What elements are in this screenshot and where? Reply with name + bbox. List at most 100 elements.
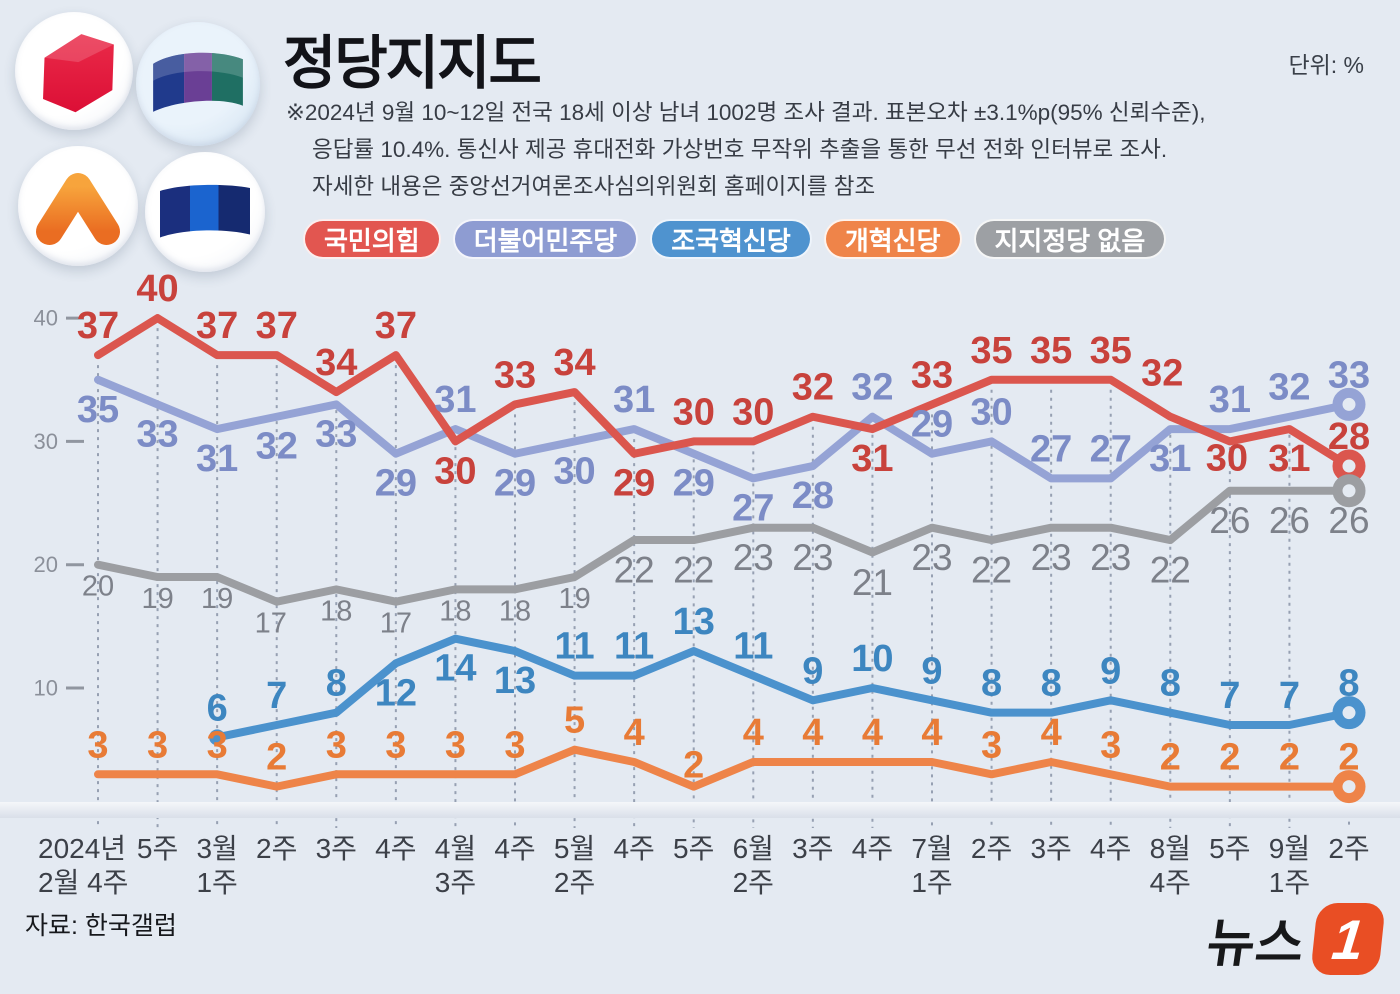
value-label-none-8: 19 (558, 583, 590, 615)
value-label-dp-16: 27 (1030, 428, 1072, 470)
value-label-reform-20: 2 (1279, 737, 1300, 779)
value-label-none-7: 18 (499, 595, 531, 627)
series-end-marker-none (1332, 474, 1366, 508)
ppp-cube-logo (15, 12, 133, 130)
survey-note: ※2024년 9월 10~12일 전국 18세 이상 남녀 1002명 조사 결… (286, 94, 1205, 205)
value-label-none-5: 17 (380, 608, 412, 640)
value-label-ppp-5: 37 (375, 305, 417, 347)
value-label-reform-14: 4 (921, 712, 942, 754)
value-label-ppp-21: 28 (1328, 416, 1370, 458)
note-line-2: 응답률 10.4%. 통신사 제공 휴대전화 가상번호 무작위 추출을 통한 무… (312, 137, 1168, 162)
value-label-rkp-12: 9 (802, 650, 823, 692)
value-label-rkp-2: 6 (207, 687, 228, 729)
series-line-reform (94, 745, 1353, 791)
value-label-reform-5: 3 (385, 724, 406, 766)
x-label-13: 4주 (851, 833, 894, 864)
value-label-dp-13: 32 (851, 367, 893, 409)
blue-flag-icon (160, 184, 250, 238)
x-label-4: 3주 (315, 833, 357, 864)
y-tick-label-10: 10 (34, 676, 58, 701)
value-label-rkp-20: 7 (1279, 675, 1300, 717)
value-label-rkp-14: 9 (921, 650, 942, 692)
y-tick-label-20: 20 (34, 552, 58, 577)
value-label-reform-4: 3 (326, 724, 347, 766)
series-line-ppp (94, 314, 1353, 471)
x-label-5: 4주 (375, 833, 417, 864)
democratic-party-flag-logo (145, 152, 265, 272)
value-label-ppp-6: 30 (434, 450, 476, 492)
value-label-none-17: 23 (1090, 537, 1131, 578)
value-label-ppp-17: 35 (1090, 330, 1132, 372)
legend-badge-4: 지지정당 없음 (973, 219, 1167, 259)
value-label-ppp-16: 35 (1030, 330, 1072, 372)
value-label-rkp-11: 11 (733, 626, 773, 668)
value-label-none-18: 22 (1150, 550, 1191, 591)
value-label-reform-21: 2 (1338, 737, 1359, 779)
value-label-dp-6: 31 (434, 379, 476, 421)
value-label-dp-12: 28 (792, 475, 834, 517)
value-label-ppp-7: 33 (494, 354, 536, 396)
value-label-reform-11: 4 (743, 712, 764, 754)
value-label-rkp-10: 13 (673, 601, 715, 643)
note-line-1: ※2024년 9월 10~12일 전국 18세 이상 남녀 1002명 조사 결… (286, 100, 1206, 125)
value-label-rkp-4: 8 (326, 663, 347, 705)
value-label-dp-15: 30 (970, 391, 1012, 433)
value-label-dp-5: 29 (375, 463, 417, 505)
news1-logo: 뉴스 1 (1203, 901, 1386, 976)
value-label-ppp-12: 32 (792, 367, 834, 409)
value-label-none-11: 23 (733, 537, 774, 578)
x-label-9: 4주 (613, 833, 655, 864)
value-label-ppp-3: 37 (256, 305, 298, 347)
value-label-reform-19: 2 (1219, 737, 1240, 779)
legend-badge-0: 국민의힘 (303, 219, 441, 259)
value-label-ppp-9: 29 (613, 463, 655, 505)
red-cube-icon (43, 34, 114, 113)
value-label-rkp-13: 10 (851, 638, 893, 680)
value-label-reform-13: 4 (862, 712, 883, 754)
value-label-rkp-8: 11 (554, 626, 594, 668)
x-label-20: 9월 1주 (1268, 833, 1311, 898)
value-label-reform-17: 3 (1100, 724, 1121, 766)
value-label-none-20: 26 (1269, 500, 1310, 541)
x-label-6: 4월 3주 (434, 833, 477, 898)
value-label-reform-10: 2 (683, 745, 704, 787)
value-label-dp-3: 32 (256, 426, 298, 468)
legend: 국민의힘 더불어민주당 조국혁신당 개혁신당 지지정당 없음 (303, 219, 1167, 259)
x-label-12: 3주 (792, 833, 834, 864)
x-label-14: 7월 1주 (911, 833, 953, 898)
series-start-dot-rkp (209, 729, 226, 746)
note-line-3: 자세한 내용은 중앙선거여론조사심의위원회 홈페이지를 참조 (312, 174, 876, 199)
legend-badge-2: 조국혁신당 (650, 219, 812, 259)
value-label-dp-4: 33 (315, 413, 357, 455)
value-label-reform-15: 3 (981, 724, 1002, 766)
x-label-17: 4주 (1090, 833, 1132, 864)
value-label-ppp-11: 30 (732, 391, 774, 433)
legend-badge-1: 더불어민주당 (452, 219, 639, 259)
value-label-ppp-20: 31 (1268, 438, 1310, 480)
value-label-ppp-10: 30 (673, 391, 715, 433)
value-label-rkp-7: 13 (494, 660, 536, 702)
value-label-reform-8: 5 (564, 700, 585, 742)
value-label-ppp-13: 31 (851, 438, 893, 480)
series-end-marker-reform (1332, 770, 1366, 804)
legend-badge-3: 개혁신당 (823, 219, 962, 259)
value-label-dp-20: 32 (1268, 367, 1310, 409)
value-label-dp-18: 31 (1149, 438, 1191, 480)
x-label-0: 2024년 2월 4주 (38, 833, 129, 898)
value-label-reform-6: 3 (445, 724, 466, 766)
value-label-none-0: 20 (82, 571, 114, 603)
x-label-11: 6월 2주 (732, 833, 774, 898)
value-label-dp-11: 27 (732, 487, 774, 529)
x-label-16: 3주 (1030, 833, 1072, 864)
x-label-15: 2주 (970, 833, 1013, 864)
y-tick-label-30: 30 (34, 429, 58, 454)
x-label-7: 4주 (494, 833, 536, 864)
value-label-rkp-3: 7 (266, 675, 287, 717)
value-label-none-9: 22 (614, 550, 655, 591)
value-label-ppp-19: 30 (1206, 437, 1248, 479)
value-label-none-3: 17 (255, 608, 287, 640)
value-label-none-13: 21 (852, 562, 893, 603)
value-label-none-1: 19 (141, 583, 173, 615)
value-label-none-21: 26 (1328, 500, 1369, 541)
